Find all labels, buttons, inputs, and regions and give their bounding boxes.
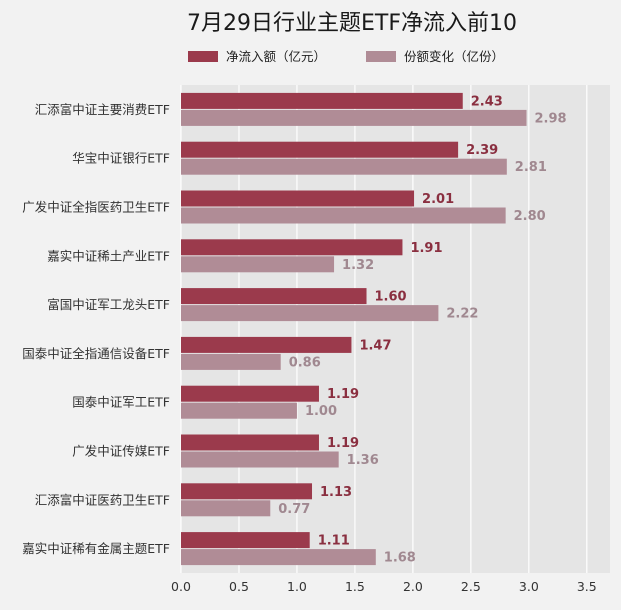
x-tick-label: 0.5 — [229, 579, 249, 594]
bar-share-change — [181, 549, 376, 566]
data-label-share-change: 2.98 — [535, 111, 567, 126]
x-tick-label: 3.0 — [519, 579, 539, 594]
data-label-share-change: 1.68 — [384, 551, 416, 566]
data-label-net-inflow: 1.91 — [410, 241, 442, 256]
data-label-net-inflow: 1.47 — [359, 338, 391, 353]
category-label: 嘉实中证稀有金属主题ETF — [22, 541, 170, 556]
bar-share-change — [181, 305, 439, 322]
chart-title: 7月29日行业主题ETF净流入前10 — [187, 11, 517, 36]
bar-share-change — [181, 402, 297, 419]
data-label-share-change: 1.00 — [305, 404, 337, 419]
bar-net-inflow — [181, 239, 403, 256]
legend-swatch-share-change — [366, 51, 396, 62]
category-label: 广发中证传媒ETF — [72, 444, 170, 459]
data-label-share-change: 0.86 — [289, 355, 321, 370]
data-label-share-change: 2.22 — [446, 307, 478, 322]
bar-net-inflow — [181, 483, 313, 500]
x-tick-label: 1.0 — [287, 579, 307, 594]
legend: 净流入额（亿元） 份额变化（亿份） — [188, 49, 504, 64]
bar-net-inflow — [181, 434, 319, 451]
x-tick-label: 2.0 — [403, 579, 423, 594]
data-label-net-inflow: 1.19 — [327, 387, 359, 402]
bar-net-inflow — [181, 190, 415, 207]
category-label: 国泰中证军工ETF — [72, 395, 170, 410]
bar-share-change — [181, 500, 271, 517]
bar-share-change — [181, 109, 527, 126]
bar-share-change — [181, 451, 339, 468]
data-label-net-inflow: 2.43 — [471, 94, 503, 109]
legend-swatch-net-inflow — [188, 51, 218, 62]
x-tick-label: 1.5 — [345, 579, 365, 594]
bar-share-change — [181, 353, 281, 370]
bar-net-inflow — [181, 92, 463, 109]
bar-net-inflow — [181, 141, 459, 158]
x-tick-label: 3.5 — [577, 579, 597, 594]
data-label-net-inflow: 1.19 — [327, 436, 359, 451]
category-label: 汇添富中证医药卫生ETF — [35, 492, 170, 507]
plot-background — [181, 85, 610, 573]
data-label-share-change: 2.80 — [514, 209, 546, 224]
category-label: 国泰中证全指通信设备ETF — [22, 346, 170, 361]
data-label-share-change: 2.81 — [515, 160, 547, 175]
category-label: 嘉实中证稀土产业ETF — [47, 248, 170, 263]
bar-net-inflow — [181, 336, 352, 353]
category-label: 广发中证全指医药卫生ETF — [22, 200, 170, 215]
data-label-share-change: 0.77 — [278, 502, 310, 517]
data-label-net-inflow: 1.13 — [320, 485, 352, 500]
legend-label-share-change: 份额变化（亿份） — [404, 49, 504, 64]
category-label: 汇添富中证主要消费ETF — [35, 102, 170, 117]
category-label: 华宝中证银行ETF — [72, 151, 170, 166]
data-label-net-inflow: 1.11 — [318, 534, 350, 549]
data-label-net-inflow: 2.01 — [422, 192, 454, 207]
bar-share-change — [181, 158, 507, 175]
bar-net-inflow — [181, 532, 310, 549]
data-label-share-change: 1.32 — [342, 258, 374, 273]
x-tick-label: 2.5 — [461, 579, 481, 594]
bar-net-inflow — [181, 385, 319, 402]
legend-label-net-inflow: 净流入额（亿元） — [226, 49, 326, 64]
data-label-share-change: 1.36 — [347, 453, 379, 468]
bar-share-change — [181, 256, 335, 273]
bar-share-change — [181, 207, 506, 224]
category-label: 富国中证军工龙头ETF — [47, 297, 170, 312]
bar-net-inflow — [181, 288, 367, 305]
data-label-net-inflow: 2.39 — [466, 143, 498, 158]
data-label-net-inflow: 1.60 — [375, 290, 407, 305]
x-tick-label: 0.0 — [171, 579, 191, 594]
